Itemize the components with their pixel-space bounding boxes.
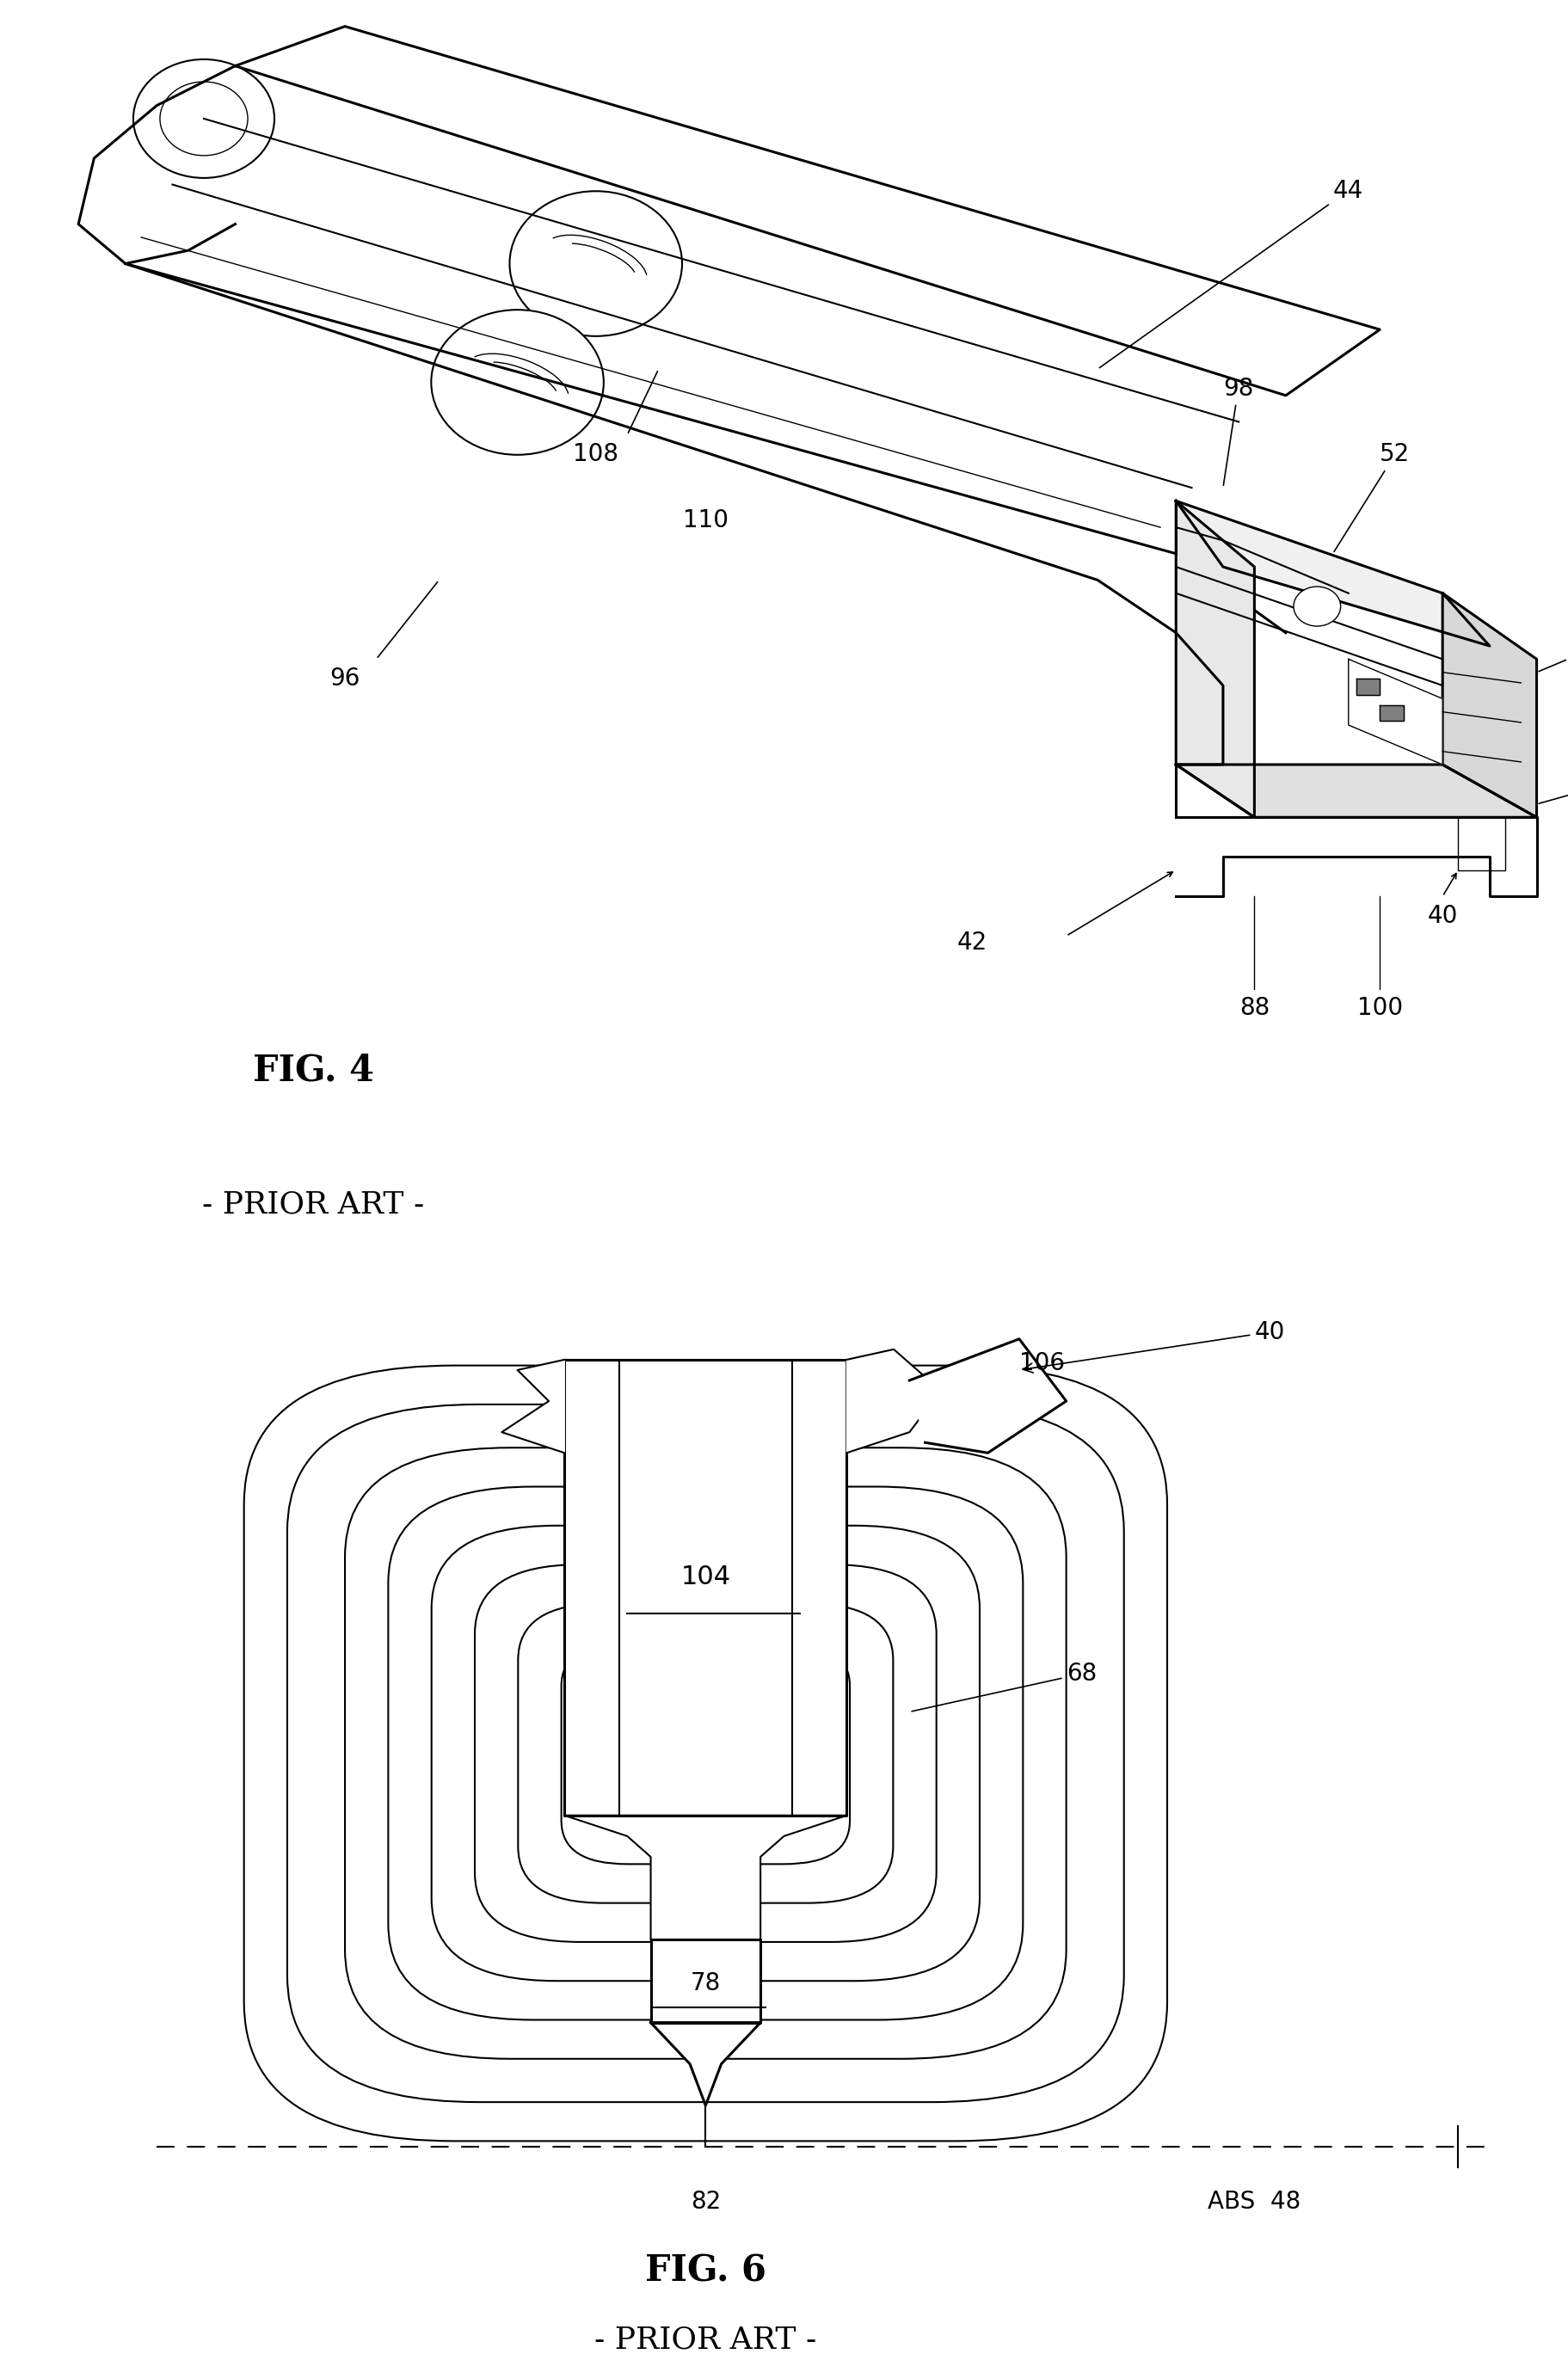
Text: 88: 88 [1239, 996, 1270, 1019]
Polygon shape [1176, 501, 1490, 645]
Text: 42: 42 [956, 930, 988, 953]
Polygon shape [651, 1940, 760, 2022]
Text: ABS  48: ABS 48 [1207, 2189, 1301, 2215]
Polygon shape [1443, 593, 1537, 817]
Text: 44: 44 [1099, 179, 1363, 367]
Polygon shape [1176, 501, 1254, 817]
Polygon shape [651, 2022, 760, 2104]
Text: FIG. 6: FIG. 6 [644, 2253, 767, 2288]
FancyBboxPatch shape [569, 1648, 842, 1860]
Polygon shape [564, 1361, 847, 1815]
Circle shape [160, 82, 248, 155]
Text: 98: 98 [1223, 377, 1253, 485]
Polygon shape [1348, 659, 1443, 765]
Text: 110: 110 [682, 508, 729, 532]
Text: 106: 106 [1019, 1351, 1065, 1375]
Text: 78: 78 [690, 1970, 721, 1996]
Circle shape [1294, 586, 1341, 626]
Text: FIG. 4: FIG. 4 [252, 1052, 375, 1088]
Polygon shape [564, 1815, 847, 1940]
Text: 68: 68 [911, 1662, 1096, 1711]
Text: 40: 40 [1427, 904, 1458, 927]
Polygon shape [847, 1349, 941, 1452]
Text: 96: 96 [329, 666, 361, 690]
Polygon shape [502, 1361, 564, 1452]
Text: - PRIOR ART -: - PRIOR ART - [594, 2326, 817, 2354]
Circle shape [431, 311, 604, 454]
Text: 82: 82 [690, 2189, 721, 2215]
Text: 40: 40 [1024, 1321, 1284, 1372]
Polygon shape [1380, 706, 1403, 720]
Text: 108: 108 [572, 443, 619, 466]
Polygon shape [1356, 678, 1380, 694]
Polygon shape [909, 1339, 1066, 1452]
Text: 52: 52 [1334, 443, 1410, 551]
Text: - PRIOR ART -: - PRIOR ART - [202, 1189, 425, 1219]
Text: 100: 100 [1356, 996, 1403, 1019]
Text: 104: 104 [681, 1565, 731, 1589]
Polygon shape [1176, 765, 1537, 817]
Circle shape [510, 191, 682, 337]
